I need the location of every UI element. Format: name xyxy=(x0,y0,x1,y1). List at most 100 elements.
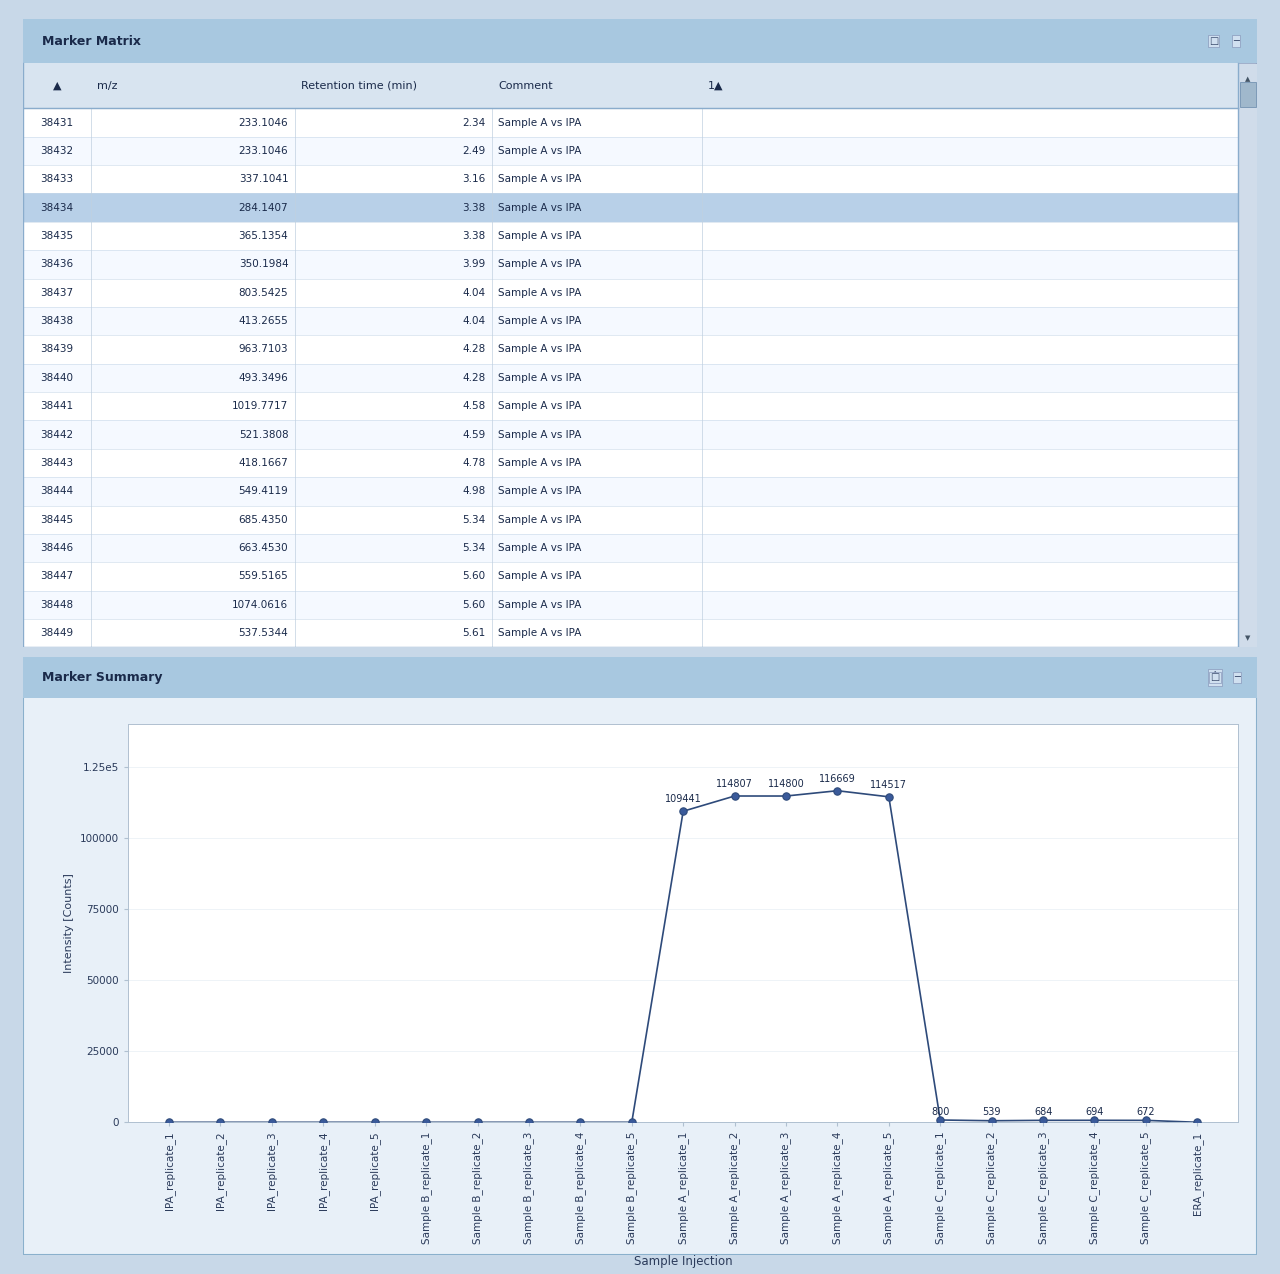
Point xyxy=(1187,1112,1207,1133)
X-axis label: Sample Injection: Sample Injection xyxy=(634,1255,732,1268)
Text: 1▲: 1▲ xyxy=(708,80,723,90)
Text: ▼: ▼ xyxy=(1245,634,1251,641)
Point xyxy=(570,1112,590,1133)
Text: 3.38: 3.38 xyxy=(462,231,486,241)
Text: 663.4530: 663.4530 xyxy=(238,543,288,553)
Text: Sample A vs IPA: Sample A vs IPA xyxy=(498,175,581,185)
Text: 3.38: 3.38 xyxy=(462,203,486,213)
FancyBboxPatch shape xyxy=(1239,64,1257,647)
Text: ✥: ✥ xyxy=(1210,671,1220,684)
Point xyxy=(622,1112,643,1133)
Text: Sample A vs IPA: Sample A vs IPA xyxy=(498,543,581,553)
Text: 3.99: 3.99 xyxy=(462,260,486,269)
Text: 493.3496: 493.3496 xyxy=(238,373,288,383)
FancyBboxPatch shape xyxy=(23,335,1239,363)
Text: 38437: 38437 xyxy=(41,288,73,298)
Text: 38435: 38435 xyxy=(41,231,73,241)
Text: 694: 694 xyxy=(1085,1107,1103,1117)
Text: Sample A vs IPA: Sample A vs IPA xyxy=(498,344,581,354)
Text: 4.28: 4.28 xyxy=(462,344,486,354)
Point xyxy=(673,801,694,822)
Point xyxy=(827,781,847,801)
FancyBboxPatch shape xyxy=(23,656,1257,698)
Text: 5.60: 5.60 xyxy=(462,600,486,610)
FancyBboxPatch shape xyxy=(23,534,1239,562)
Text: 38447: 38447 xyxy=(41,572,73,581)
Text: 38448: 38448 xyxy=(41,600,73,610)
Text: Sample A vs IPA: Sample A vs IPA xyxy=(498,628,581,638)
Text: 4.98: 4.98 xyxy=(462,487,486,497)
Text: 5.34: 5.34 xyxy=(462,515,486,525)
Text: 4.28: 4.28 xyxy=(462,373,486,383)
Text: 233.1046: 233.1046 xyxy=(238,147,288,155)
Text: Marker Matrix: Marker Matrix xyxy=(41,34,141,47)
Text: 38445: 38445 xyxy=(41,515,73,525)
Y-axis label: Intensity [Counts]: Intensity [Counts] xyxy=(64,874,74,973)
Text: 233.1046: 233.1046 xyxy=(238,117,288,127)
Text: 521.3808: 521.3808 xyxy=(238,429,288,440)
FancyBboxPatch shape xyxy=(23,420,1239,448)
FancyBboxPatch shape xyxy=(23,363,1239,392)
Text: Comment: Comment xyxy=(498,80,553,90)
Point xyxy=(518,1112,539,1133)
FancyBboxPatch shape xyxy=(1240,82,1256,107)
FancyBboxPatch shape xyxy=(23,222,1239,250)
Text: □: □ xyxy=(1211,673,1220,683)
Text: 337.1041: 337.1041 xyxy=(238,175,288,185)
Text: 5.34: 5.34 xyxy=(462,543,486,553)
Text: Sample A vs IPA: Sample A vs IPA xyxy=(498,457,581,468)
Text: 38441: 38441 xyxy=(41,401,73,412)
FancyBboxPatch shape xyxy=(23,250,1239,279)
FancyBboxPatch shape xyxy=(23,166,1239,194)
Text: 549.4119: 549.4119 xyxy=(238,487,288,497)
Text: 4.04: 4.04 xyxy=(462,288,486,298)
Text: 114807: 114807 xyxy=(717,778,753,789)
Text: Sample A vs IPA: Sample A vs IPA xyxy=(498,316,581,326)
Text: 38446: 38446 xyxy=(41,543,73,553)
Text: 418.1667: 418.1667 xyxy=(238,457,288,468)
Text: 38433: 38433 xyxy=(41,175,73,185)
Text: 803.5425: 803.5425 xyxy=(238,288,288,298)
Point xyxy=(878,786,899,806)
Text: 963.7103: 963.7103 xyxy=(238,344,288,354)
Text: 5.61: 5.61 xyxy=(462,628,486,638)
FancyBboxPatch shape xyxy=(23,279,1239,307)
Text: 1019.7717: 1019.7717 xyxy=(232,401,288,412)
FancyBboxPatch shape xyxy=(23,19,1257,647)
FancyBboxPatch shape xyxy=(23,108,1239,136)
Text: Sample A vs IPA: Sample A vs IPA xyxy=(498,487,581,497)
Point xyxy=(931,1110,951,1130)
Text: 38449: 38449 xyxy=(41,628,73,638)
Text: 38444: 38444 xyxy=(41,487,73,497)
Text: 539: 539 xyxy=(983,1107,1001,1117)
Text: 350.1984: 350.1984 xyxy=(238,260,288,269)
Point xyxy=(724,786,745,806)
FancyBboxPatch shape xyxy=(23,591,1239,619)
Text: 116669: 116669 xyxy=(819,773,856,784)
Text: 684: 684 xyxy=(1034,1107,1052,1117)
Text: ▲: ▲ xyxy=(1245,75,1251,82)
Text: Sample A vs IPA: Sample A vs IPA xyxy=(498,429,581,440)
Text: 413.2655: 413.2655 xyxy=(238,316,288,326)
Text: ─: ─ xyxy=(1234,673,1240,683)
Text: Sample A vs IPA: Sample A vs IPA xyxy=(498,147,581,155)
Point xyxy=(210,1112,230,1133)
Text: 114800: 114800 xyxy=(768,778,804,789)
Text: 114517: 114517 xyxy=(870,780,908,790)
Text: 38443: 38443 xyxy=(41,457,73,468)
Text: Sample A vs IPA: Sample A vs IPA xyxy=(498,373,581,383)
FancyBboxPatch shape xyxy=(23,19,1257,64)
Point xyxy=(261,1112,282,1133)
Text: 685.4350: 685.4350 xyxy=(238,515,288,525)
Text: 4.78: 4.78 xyxy=(462,457,486,468)
Point xyxy=(416,1112,436,1133)
Text: ▲: ▲ xyxy=(52,80,61,90)
Text: 38438: 38438 xyxy=(41,316,73,326)
Text: 365.1354: 365.1354 xyxy=(238,231,288,241)
FancyBboxPatch shape xyxy=(23,392,1239,420)
Text: Sample A vs IPA: Sample A vs IPA xyxy=(498,515,581,525)
Text: 38434: 38434 xyxy=(41,203,73,213)
Text: Sample A vs IPA: Sample A vs IPA xyxy=(498,600,581,610)
Text: 109441: 109441 xyxy=(664,794,701,804)
Text: 4.04: 4.04 xyxy=(462,316,486,326)
